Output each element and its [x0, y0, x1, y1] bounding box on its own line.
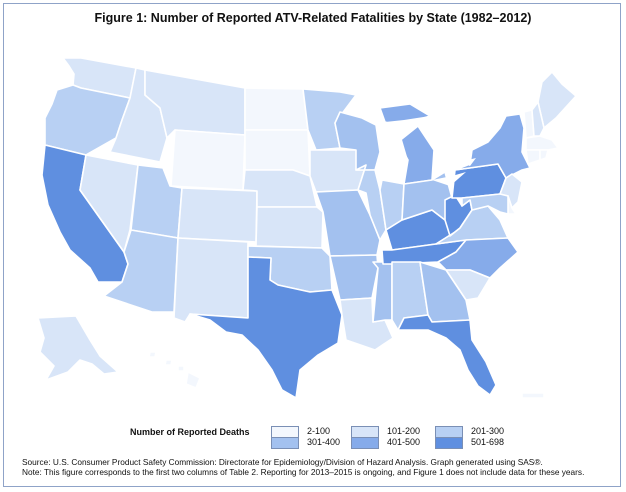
- state-fl: [397, 314, 497, 396]
- state-me: [537, 71, 577, 129]
- state-ma: [525, 135, 559, 151]
- state-nm: [173, 237, 249, 323]
- state-il: [355, 164, 387, 241]
- state-tx: [189, 256, 343, 399]
- lake-shape: [460, 158, 476, 166]
- source-note: Source: U.S. Consumer Product Safety Com…: [22, 457, 612, 477]
- legend-swatch: [271, 437, 299, 449]
- legend-label: 401-500: [387, 437, 421, 447]
- figure-title: Figure 1: Number of Reported ATV-Related…: [94, 11, 532, 25]
- state-nd: [244, 87, 309, 131]
- state-co: [177, 187, 258, 243]
- state-la: [339, 297, 394, 351]
- legend-title: Number of Reported Deaths: [130, 427, 250, 437]
- states-layer: [37, 57, 577, 399]
- lake-shape: [376, 116, 430, 126]
- state-wy: [170, 129, 246, 191]
- note-text: Note: This figure corresponds to the fir…: [22, 467, 585, 477]
- lake-shape: [432, 172, 466, 186]
- state-mi: [379, 103, 435, 185]
- state-hi: [148, 351, 201, 389]
- state-ak: [37, 315, 119, 381]
- state-ny: [454, 113, 531, 179]
- state-pr: [521, 392, 545, 399]
- lake-shape: [398, 126, 408, 184]
- legend-label: 501-698: [471, 437, 505, 447]
- source-text: Source: U.S. Consumer Product Safety Com…: [22, 457, 543, 467]
- legend-label: 101-200: [387, 426, 421, 436]
- legend-swatch: [351, 437, 379, 449]
- state-ar: [329, 254, 379, 301]
- state-ri: [539, 149, 549, 161]
- state-md: [461, 193, 509, 215]
- state-ks: [255, 206, 324, 249]
- state-nh: [531, 101, 545, 137]
- legend: Number of Reported Deaths 2-100 101-200 …: [130, 425, 610, 461]
- great-lakes: [376, 116, 476, 186]
- state-sd: [244, 129, 311, 177]
- state-ct: [525, 149, 541, 165]
- legend-label: 2-100: [307, 426, 331, 436]
- state-va: [435, 205, 509, 245]
- state-mo: [315, 189, 381, 257]
- legend-label: 301-400: [307, 437, 341, 447]
- legend-swatch: [435, 437, 463, 449]
- legend-label: 201-300: [471, 426, 505, 436]
